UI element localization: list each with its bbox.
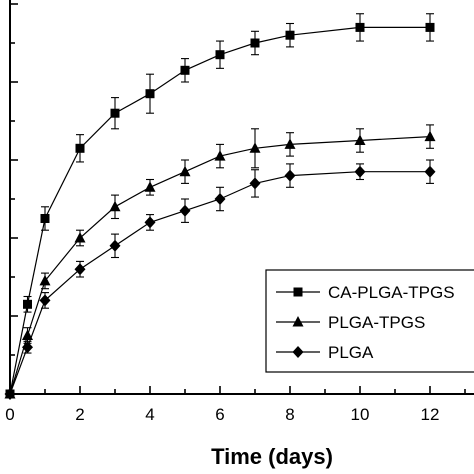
data-point [355, 22, 365, 32]
y-ticks [10, 3, 18, 356]
legend-label: PLGA-TPGS [328, 313, 425, 332]
data-point [425, 22, 435, 32]
data-point [22, 341, 33, 354]
data-point [145, 89, 155, 99]
data-point [179, 165, 191, 177]
legend-entry: PLGA-TPGS [276, 313, 425, 332]
axes [9, 0, 474, 395]
data-point [110, 108, 120, 118]
x-tick-label: 6 [215, 405, 224, 424]
series-triangle [4, 124, 436, 399]
x-tick-label: 0 [5, 405, 14, 424]
data-point [214, 150, 226, 161]
series-layer [4, 13, 436, 400]
data-point [39, 274, 51, 286]
data-point [74, 232, 86, 243]
data-point [285, 30, 295, 40]
x-axis-title: Time (days) [211, 444, 333, 469]
data-point [180, 65, 190, 75]
data-point [144, 216, 156, 229]
legend: CA-PLGA-TPGS PLGA-TPGS PLGA [265, 269, 474, 373]
legend-marker [293, 287, 303, 297]
legend-entry: PLGA [276, 343, 374, 362]
data-point [4, 388, 16, 400]
data-point [284, 138, 296, 149]
series-line [9, 26, 430, 395]
legend-marker [292, 316, 304, 327]
data-point [144, 181, 156, 192]
x-tick-label: 8 [285, 405, 294, 424]
data-point [250, 38, 260, 48]
data-point [249, 142, 261, 153]
data-point [354, 165, 366, 178]
data-point [39, 294, 51, 307]
legend-label: PLGA [328, 343, 374, 362]
legend-entry: CA-PLGA-TPGS [276, 283, 455, 302]
x-tick-label: 4 [145, 405, 154, 424]
data-point [75, 143, 85, 153]
data-point [424, 165, 436, 178]
data-point [214, 193, 226, 205]
data-point [74, 263, 86, 276]
data-point [109, 239, 121, 252]
x-tick-label: 10 [351, 405, 370, 424]
data-point [23, 299, 32, 309]
data-point [179, 204, 191, 217]
x-tick-label: 2 [75, 405, 84, 424]
data-point [424, 130, 436, 142]
data-point [354, 134, 366, 145]
x-ticks: 0 2 4 6 8 10 12 [5, 386, 466, 424]
x-tick-label: 12 [421, 405, 440, 424]
data-point [284, 169, 296, 182]
data-point [249, 177, 261, 190]
legend-marker [292, 346, 304, 358]
data-point [109, 200, 121, 212]
data-point [40, 214, 50, 223]
series-diamond [4, 159, 436, 400]
data-point [215, 50, 225, 60]
data-point [22, 329, 33, 340]
legend-label: CA-PLGA-TPGS [328, 283, 455, 302]
series-line [9, 136, 431, 395]
